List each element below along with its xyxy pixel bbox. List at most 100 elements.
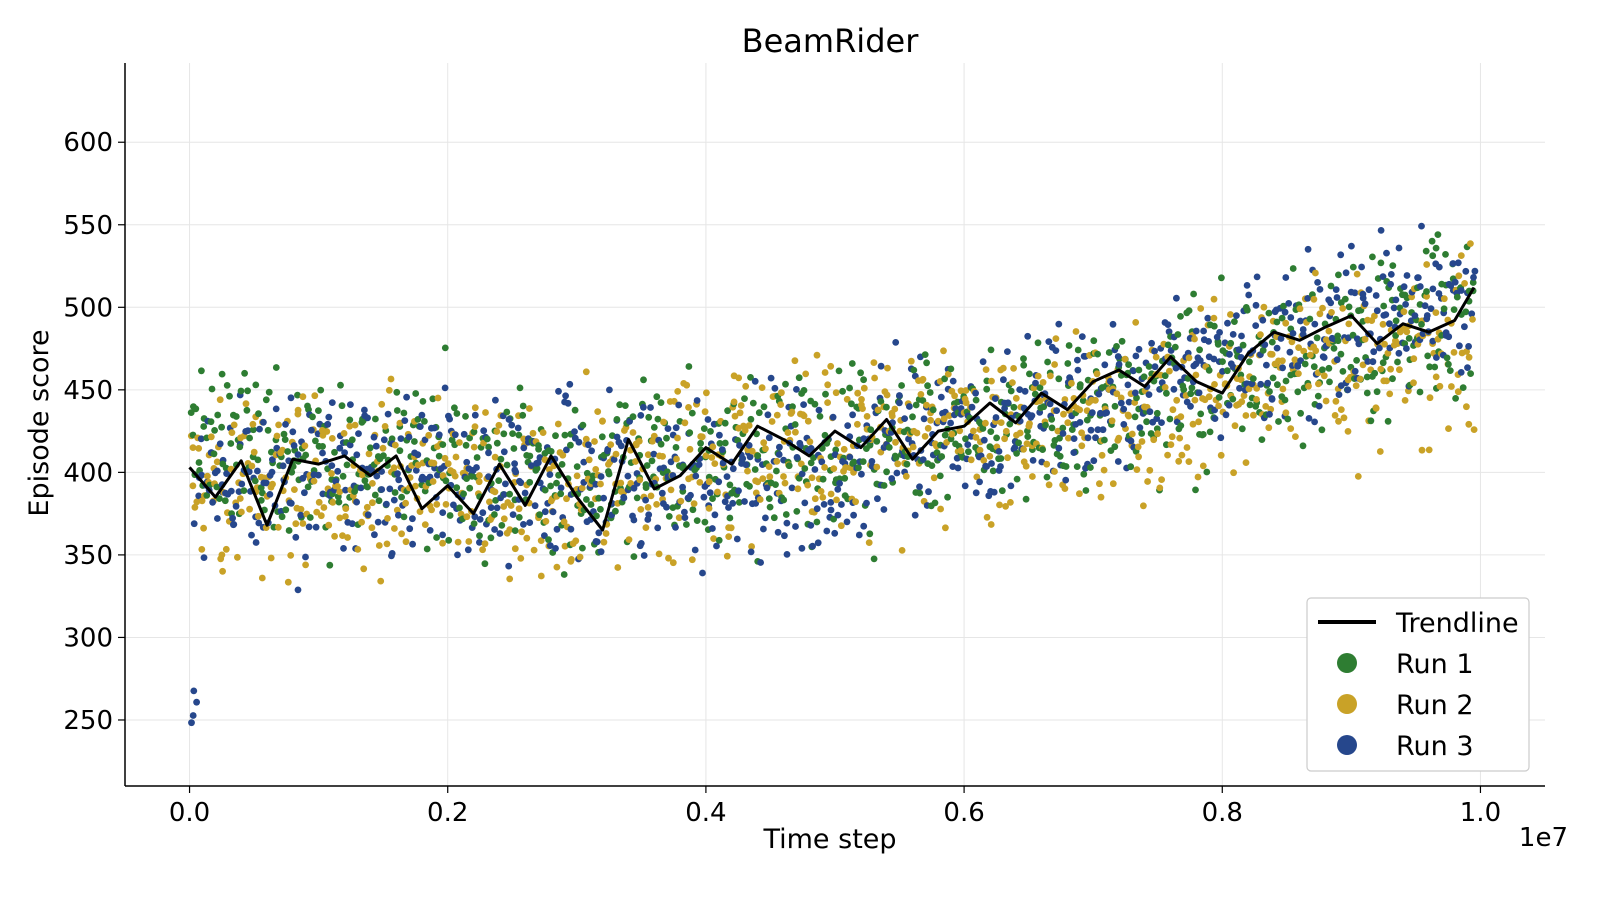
scatter-point <box>1297 317 1304 325</box>
scatter-point <box>766 503 774 511</box>
scatter-point <box>1427 305 1435 312</box>
scatter-point <box>1268 338 1276 346</box>
scatter-point <box>547 448 555 455</box>
scatter-point <box>616 401 624 409</box>
scatter-point <box>1333 356 1341 364</box>
scatter-point <box>372 415 379 423</box>
scatter-point <box>1187 402 1194 410</box>
scatter-point <box>479 546 486 554</box>
scatter-point <box>1190 290 1197 298</box>
scatter-point <box>476 532 483 540</box>
scatter-point <box>230 421 238 429</box>
scatter-point <box>1233 312 1240 319</box>
scatter-point <box>495 477 503 484</box>
scatter-point <box>768 418 776 425</box>
scatter-point <box>997 455 1005 462</box>
scatter-point <box>827 506 835 514</box>
scatter-point <box>1164 451 1171 459</box>
scatter-point <box>255 519 263 527</box>
scatter-point <box>686 429 694 437</box>
scatter-point <box>709 525 716 532</box>
scatter-point <box>892 438 899 446</box>
scatter-point <box>736 442 743 449</box>
scatter-point <box>654 524 662 532</box>
scatter-point <box>1365 286 1373 294</box>
scatter-point <box>198 367 205 375</box>
scatter-point <box>724 407 731 415</box>
scatter-point <box>735 374 743 382</box>
scatter-point <box>941 431 949 439</box>
scatter-point <box>308 426 315 434</box>
y-tick-label: 400 <box>63 458 113 488</box>
scatter-point <box>824 381 832 389</box>
scatter-point <box>1423 261 1431 268</box>
legend-run1-swatch <box>1337 653 1357 673</box>
scatter-point <box>762 514 769 522</box>
scatter-point <box>332 477 340 485</box>
scatter-point <box>1100 466 1108 474</box>
scatter-point <box>1392 317 1400 325</box>
scatter-point <box>460 430 468 438</box>
scatter-point <box>193 498 201 506</box>
scatter-point <box>1426 363 1433 371</box>
scatter-point <box>387 375 395 383</box>
scatter-point <box>537 572 545 580</box>
scatter-point <box>583 469 591 477</box>
scatter-point <box>462 413 469 420</box>
scatter-point <box>664 425 672 432</box>
scatter-point <box>948 430 956 438</box>
scatter-point <box>347 401 354 408</box>
scatter-point <box>507 502 515 509</box>
scatter-point <box>648 457 656 465</box>
scatter-point <box>892 454 900 462</box>
scatter-point <box>1150 436 1158 444</box>
scatter-point <box>1342 269 1350 277</box>
scatter-point <box>807 459 815 467</box>
scatter-point <box>371 491 379 499</box>
scatter-point <box>591 438 598 445</box>
scatter-point <box>1273 318 1281 326</box>
scatter-point <box>1048 424 1056 432</box>
x-axis-label: Time step <box>762 824 896 855</box>
scatter-point <box>246 505 254 513</box>
scatter-point <box>326 561 334 569</box>
scatter-point <box>1229 331 1237 338</box>
scatter-point <box>1445 333 1453 341</box>
scatter-point <box>553 479 560 487</box>
x-tick-label: 0.6 <box>943 798 984 828</box>
scatter-point <box>814 539 822 547</box>
scatter-point <box>625 536 633 543</box>
scatter-point <box>1282 274 1290 281</box>
scatter-point <box>200 423 208 430</box>
scatter-point <box>1335 391 1343 398</box>
scatter-point <box>801 499 809 507</box>
scatter-point <box>1377 365 1385 373</box>
scatter-point <box>400 409 408 417</box>
scatter-point <box>353 498 360 506</box>
scatter-point <box>273 432 281 440</box>
scatter-point <box>725 504 732 511</box>
scatter-point <box>735 487 742 495</box>
scatter-point <box>421 521 429 528</box>
scatter-point <box>1363 389 1371 397</box>
scatter-point <box>1039 379 1047 386</box>
scatter-point <box>711 511 719 519</box>
scatter-point <box>1107 377 1114 385</box>
scatter-point <box>741 427 749 434</box>
scatter-point <box>419 398 427 405</box>
scatter-point <box>1377 227 1385 234</box>
scatter-point <box>1177 413 1185 421</box>
scatter-point <box>894 460 902 468</box>
scatter-point <box>511 527 519 534</box>
scatter-point <box>701 518 709 526</box>
scatter-point <box>693 517 701 524</box>
scatter-point <box>1471 267 1479 275</box>
scatter-point <box>693 397 701 404</box>
scatter-point <box>365 450 373 458</box>
scatter-point <box>1088 409 1096 417</box>
scatter-point <box>1078 442 1086 450</box>
scatter-point <box>1445 425 1452 432</box>
scatter-point <box>1153 425 1161 433</box>
scatter-point <box>412 482 419 490</box>
scatter-point <box>545 536 552 544</box>
